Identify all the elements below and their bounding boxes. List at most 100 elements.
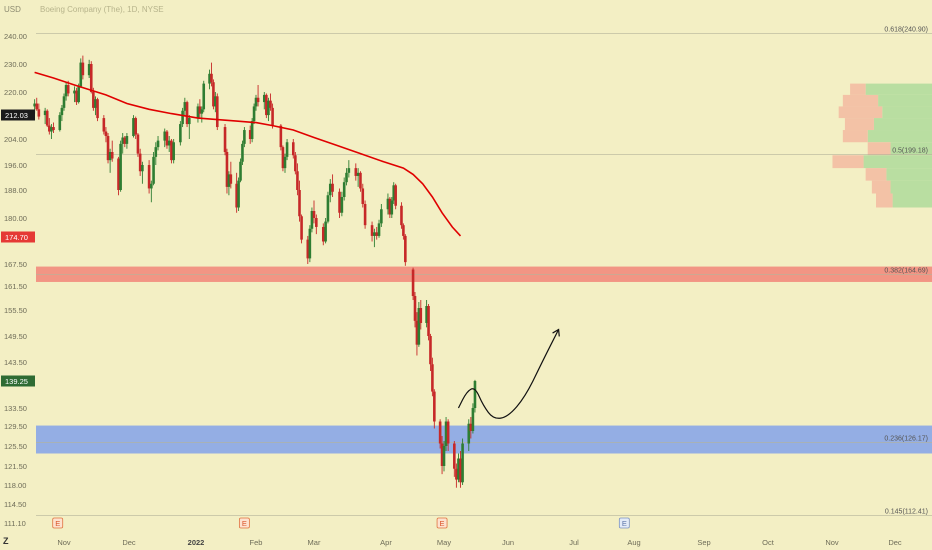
candle-body [62, 96, 66, 108]
candle-body [294, 155, 297, 172]
candle-body [64, 85, 68, 97]
projection-curve [457, 329, 560, 419]
candle-body [394, 185, 397, 206]
candle-body [446, 421, 450, 444]
y-tick-label: 133.50 [4, 404, 27, 413]
candle-body [179, 124, 182, 143]
candle-body [400, 205, 403, 226]
y-tick-label: 167.50 [4, 260, 27, 269]
candle-body [386, 198, 390, 210]
candle-body [185, 102, 189, 125]
volume-profile-down-bar [850, 83, 866, 95]
x-tick-label: Dec [122, 538, 136, 547]
candle-body [104, 131, 108, 137]
moving-average [34, 71, 462, 237]
volume-profile-up-bar [890, 142, 932, 156]
candle-body [134, 118, 137, 135]
volume-profile-down-bar [832, 155, 864, 169]
candle-body [380, 209, 383, 224]
candle-body [308, 228, 312, 259]
fib-label: 0.236(126.17) [884, 436, 928, 443]
candle-body [172, 142, 175, 161]
y-tick-label: 161.50 [4, 282, 27, 291]
candle-body [459, 458, 462, 483]
candle-body [208, 73, 211, 84]
candle-body [413, 296, 417, 321]
candle-body [43, 110, 47, 116]
candle-body [87, 64, 91, 76]
candle-body [241, 143, 244, 162]
y-tick-label: 240.00 [4, 32, 27, 41]
candle-body [123, 137, 127, 144]
candle-body [37, 109, 41, 117]
candle-body [110, 152, 114, 159]
candles [33, 55, 477, 488]
candle-body [150, 183, 153, 189]
x-tick-label: Aug [627, 538, 640, 547]
candle-body [361, 188, 365, 204]
x-tick-label: Feb [250, 538, 263, 547]
earnings-marker-label: E [622, 519, 627, 528]
x-tick-label: Jun [502, 538, 514, 547]
candle-body [77, 86, 80, 103]
candle-body [283, 156, 287, 169]
candle-body [196, 106, 200, 119]
fib-label: 0.382(164.69) [884, 267, 928, 274]
candle-body [269, 100, 272, 108]
x-tick-label: Oct [762, 538, 775, 547]
candle-body [315, 218, 318, 227]
y-tick-label: 111.10 [4, 519, 26, 528]
x-tick-label: May [437, 538, 451, 547]
candle-body [444, 421, 448, 446]
candle-body [81, 62, 85, 76]
y-tick-label: 143.50 [4, 358, 27, 367]
candle-body [324, 221, 327, 242]
currency-label: USD [4, 5, 21, 14]
projection [457, 328, 560, 419]
candle-body [356, 172, 360, 176]
candle-body [45, 110, 49, 126]
candle-body [235, 183, 238, 208]
candle-body [425, 306, 428, 323]
earnings-marker[interactable] [436, 517, 448, 529]
earnings-marker[interactable] [52, 517, 64, 529]
candle-body [404, 235, 407, 263]
candle-body [75, 90, 78, 103]
fib-levels: 0.618(240.90) 0.5(199.18) 0.382(164.69) 0.2… [36, 26, 932, 516]
candle-body [239, 161, 242, 181]
candle-body [202, 83, 206, 110]
candle-body [467, 423, 471, 444]
x-tick-label: Apr [380, 538, 392, 547]
candle-body [117, 158, 120, 190]
candle-body [225, 152, 229, 187]
candle-body [347, 168, 351, 173]
volume-profile-up-bar [865, 83, 932, 95]
candle-body [326, 195, 330, 222]
candle-body [340, 197, 344, 213]
candle-body [136, 134, 140, 154]
candle-body [188, 118, 191, 125]
candle-body [359, 172, 362, 189]
volume-profile-down-bar [844, 118, 874, 131]
earnings-marker[interactable] [618, 517, 630, 529]
candle-body [392, 185, 396, 201]
candle-body [338, 191, 341, 213]
candle-body [229, 174, 233, 184]
candle-body [79, 62, 83, 87]
candle-body [214, 96, 217, 107]
volume-profile-up-bar [867, 130, 932, 143]
candle-body [92, 92, 95, 108]
candle-body [254, 97, 258, 107]
candle-body [279, 125, 283, 148]
candle-body [363, 204, 367, 226]
volume-profile-up-bar [873, 118, 932, 131]
candle-body [147, 165, 151, 189]
candle-body [431, 364, 434, 392]
earnings-marker[interactable] [238, 517, 250, 529]
timezone-button[interactable]: Z [3, 536, 9, 546]
candle-body [267, 100, 270, 116]
candle-body [453, 443, 456, 469]
candle-body [227, 174, 231, 187]
